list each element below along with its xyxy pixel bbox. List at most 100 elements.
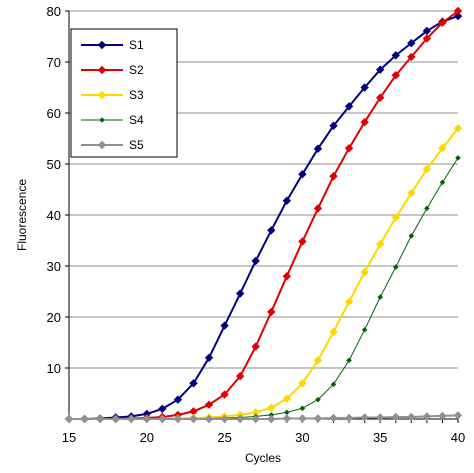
data-point (361, 326, 368, 333)
data-point (204, 353, 214, 362)
data-point (391, 213, 400, 222)
data-point (453, 411, 463, 420)
legend-label: S5 (129, 138, 144, 152)
data-point (204, 400, 214, 409)
data-point (453, 124, 463, 133)
data-point (313, 356, 323, 365)
data-point (220, 390, 229, 399)
data-point (392, 264, 399, 270)
data-point (267, 414, 276, 424)
data-point (173, 414, 183, 424)
data-point (453, 6, 463, 16)
data-point (299, 405, 306, 412)
data-point (267, 226, 276, 235)
data-point (424, 205, 430, 212)
data-point (344, 102, 354, 111)
legend-item-s4: S4 (81, 113, 144, 127)
data-point (235, 289, 245, 298)
data-point (173, 395, 183, 404)
y-tick-label: 30 (47, 259, 61, 274)
data-point (408, 233, 415, 239)
grid (69, 10, 458, 369)
data-point (391, 71, 400, 80)
data-point (127, 414, 136, 424)
data-point (376, 413, 385, 422)
legend-label: S1 (129, 38, 144, 52)
legend-marker (97, 65, 107, 75)
data-point (407, 38, 416, 48)
data-point (189, 414, 198, 424)
data-point (80, 414, 89, 424)
data-point (455, 155, 461, 161)
data-point (422, 34, 432, 43)
data-point (189, 407, 198, 416)
data-point (298, 414, 307, 423)
data-point (376, 65, 385, 74)
data-point (329, 413, 338, 423)
x-tick-label: 25 (217, 430, 231, 445)
data-point (346, 357, 352, 364)
data-point (422, 164, 432, 174)
data-point (438, 143, 447, 153)
legend-marker (99, 117, 105, 123)
y-tick-label: 20 (47, 310, 61, 325)
data-point (344, 143, 354, 153)
data-point (95, 414, 105, 424)
data-point (407, 188, 416, 198)
data-point (235, 371, 245, 381)
x-tick-label: 40 (451, 430, 465, 445)
x-axis-title: Cycles (245, 451, 281, 465)
data-point (391, 412, 400, 422)
data-point (360, 413, 369, 422)
data-point (344, 413, 354, 423)
legend-label: S4 (129, 113, 144, 127)
y-tick-label: 70 (47, 55, 61, 70)
series-s5 (64, 411, 463, 424)
data-point (453, 11, 463, 21)
legend-item-s2: S2 (81, 63, 144, 77)
data-point (391, 51, 400, 60)
legend-item-s5: S5 (81, 138, 144, 152)
legend-item-s1: S1 (81, 38, 144, 52)
data-point (204, 414, 214, 424)
data-point (407, 412, 416, 422)
data-point (422, 412, 432, 421)
data-point (422, 26, 432, 36)
data-point (313, 204, 323, 213)
data-point (220, 414, 229, 424)
data-point (282, 272, 292, 281)
data-point (360, 83, 369, 92)
legend-item-s3: S3 (81, 88, 144, 102)
y-tick-label: 10 (47, 361, 61, 376)
data-point (329, 121, 338, 130)
legend-label: S2 (129, 63, 144, 77)
data-point (360, 117, 369, 127)
data-point (313, 144, 323, 153)
data-point (376, 93, 385, 102)
data-point (438, 411, 447, 421)
data-point (298, 379, 307, 388)
data-point (298, 237, 307, 246)
data-point (267, 307, 276, 317)
data-point (282, 196, 292, 205)
data-point (189, 379, 198, 388)
data-point (315, 396, 321, 403)
data-point (439, 179, 446, 186)
legend-label: S3 (129, 88, 144, 102)
data-point (376, 239, 385, 249)
data-point (313, 414, 323, 423)
y-tick-label: 60 (47, 106, 61, 121)
x-tick-label: 15 (62, 430, 76, 445)
tick-labels: 10 20 30 40 50 60 70 80 15 20 25 30 35 40 (47, 4, 466, 445)
x-tick-label: 35 (373, 430, 387, 445)
data-point (298, 170, 307, 179)
y-tick-label: 80 (47, 4, 61, 19)
data-point (329, 327, 338, 336)
data-point (220, 321, 229, 330)
data-point (235, 414, 245, 424)
data-point (251, 414, 260, 424)
data-point (360, 267, 369, 277)
data-point (251, 256, 260, 266)
data-point (251, 342, 260, 351)
